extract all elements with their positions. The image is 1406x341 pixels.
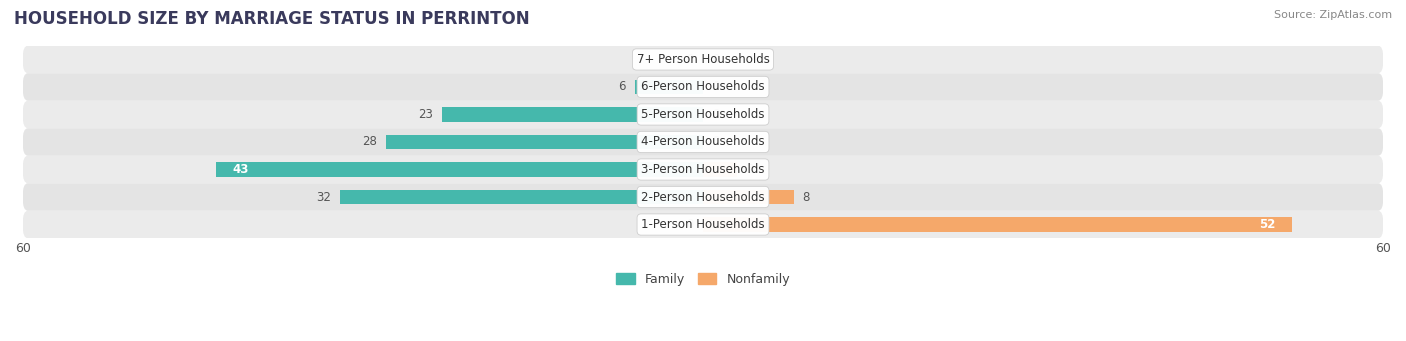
FancyBboxPatch shape [22, 211, 1384, 238]
Bar [215, 162, 703, 177]
Text: 0: 0 [686, 218, 695, 231]
Text: 4-Person Households: 4-Person Households [641, 135, 765, 148]
FancyBboxPatch shape [22, 156, 1384, 183]
Bar [703, 162, 737, 177]
Legend: Family, Nonfamily: Family, Nonfamily [616, 273, 790, 286]
Bar [703, 190, 793, 204]
Text: 5-Person Households: 5-Person Households [641, 108, 765, 121]
Text: 1-Person Households: 1-Person Households [641, 218, 765, 231]
Text: 23: 23 [419, 108, 433, 121]
Text: 0: 0 [686, 53, 695, 66]
Text: 3-Person Households: 3-Person Households [641, 163, 765, 176]
Text: Source: ZipAtlas.com: Source: ZipAtlas.com [1274, 10, 1392, 20]
Text: 3: 3 [747, 163, 754, 176]
Text: 8: 8 [803, 191, 810, 204]
Text: 7+ Person Households: 7+ Person Households [637, 53, 769, 66]
FancyBboxPatch shape [22, 73, 1384, 101]
Text: 0: 0 [711, 80, 720, 93]
FancyBboxPatch shape [22, 46, 1384, 73]
Bar [636, 80, 703, 94]
Text: 0: 0 [711, 135, 720, 148]
Bar [443, 107, 703, 122]
Text: 43: 43 [232, 163, 249, 176]
FancyBboxPatch shape [22, 128, 1384, 156]
Text: 32: 32 [316, 191, 332, 204]
Text: HOUSEHOLD SIZE BY MARRIAGE STATUS IN PERRINTON: HOUSEHOLD SIZE BY MARRIAGE STATUS IN PER… [14, 10, 530, 28]
Text: 0: 0 [711, 108, 720, 121]
FancyBboxPatch shape [22, 101, 1384, 128]
Text: 2-Person Households: 2-Person Households [641, 191, 765, 204]
Text: 0: 0 [711, 53, 720, 66]
Text: 6-Person Households: 6-Person Households [641, 80, 765, 93]
Bar [703, 217, 1292, 232]
Text: 6: 6 [619, 80, 626, 93]
FancyBboxPatch shape [22, 183, 1384, 211]
Text: 52: 52 [1258, 218, 1275, 231]
Bar [385, 135, 703, 149]
Bar [340, 190, 703, 204]
Text: 28: 28 [361, 135, 377, 148]
